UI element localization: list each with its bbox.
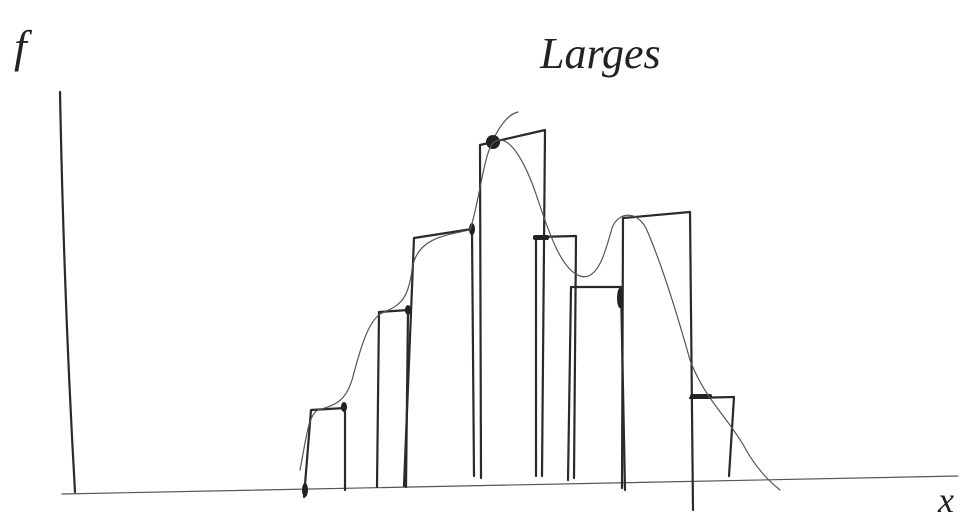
x-axis-label: x	[937, 480, 954, 520]
annotation: Larges	[539, 29, 661, 78]
page: f x Larges (() => { const data = JSON.pa…	[0, 0, 966, 520]
sketch: f x Larges	[0, 0, 966, 520]
mark	[341, 402, 347, 412]
mark	[533, 235, 549, 240]
background	[0, 0, 966, 520]
max-point	[486, 135, 500, 149]
mark	[302, 483, 308, 497]
mark	[405, 305, 411, 315]
mark	[617, 288, 623, 308]
